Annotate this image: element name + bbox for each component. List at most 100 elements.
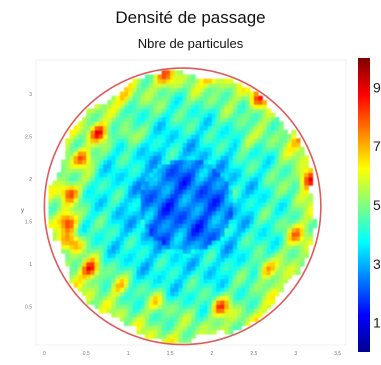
heatmap-cell [165,270,171,275]
heatmap-cell [157,129,163,135]
heatmap-cell [182,189,188,195]
heatmap-cell [103,129,108,135]
heatmap-cell [161,270,167,275]
heatmap-cell [128,227,133,233]
heatmap-cell [245,219,251,224]
heatmap-cell [195,227,200,233]
heatmap-cell [237,210,242,216]
heatmap-cell [274,227,280,233]
heatmap-cell [245,223,251,229]
heatmap-cell [220,291,226,297]
heatmap-cell [203,240,209,246]
heatmap-cell [103,253,108,258]
heatmap-cell [107,248,113,254]
heatmap-cell [178,287,184,292]
heatmap-cell [211,82,217,88]
heatmap-cell [299,176,305,182]
heatmap-cell [228,236,234,241]
heatmap-cell [144,270,150,275]
heatmap-cell [228,231,234,237]
heatmap-cell [132,265,138,271]
heatmap-cell [144,202,150,207]
heatmap-cell [69,142,75,148]
heatmap-cell [153,210,159,216]
heatmap-cell [111,278,117,284]
heatmap-cell [136,91,142,97]
heatmap-cell [73,125,79,131]
heatmap-cell [111,282,117,288]
heatmap-cell [136,236,142,241]
heatmap-cell [278,227,284,233]
heatmap-cell [52,223,58,229]
heatmap-cell [237,227,242,233]
heatmap-cell [157,312,163,318]
heatmap-cell [136,176,142,182]
heatmap-cell [174,231,180,237]
heatmap-cell [195,99,200,105]
heatmap-cell [144,223,150,229]
heatmap-cell [253,176,259,182]
heatmap-cell [90,219,96,224]
heatmap-cell [123,265,129,271]
heatmap-cell [216,236,221,241]
heatmap-cell [86,219,92,224]
heatmap-cell [299,248,305,254]
heatmap-cell [199,163,205,169]
heatmap-cell [241,308,247,314]
heatmap-cell [165,338,171,344]
heatmap-cell [287,274,293,280]
heatmap-cell [86,176,92,182]
heatmap-cell [144,74,150,80]
heatmap-cell [253,316,259,322]
heatmap-cell [249,155,255,161]
heatmap-cell [161,117,167,122]
heatmap-cell [69,134,75,139]
heatmap-cell [119,253,125,258]
heatmap-cell [140,159,146,165]
heatmap-cell [278,274,284,280]
heatmap-cell [287,227,293,233]
heatmap-cell [140,151,146,156]
heatmap-cell [178,223,184,229]
heatmap-cell [241,134,247,139]
heatmap-cell [258,206,263,212]
heatmap-cell [228,219,234,224]
heatmap-cell [195,91,200,97]
heatmap-cell [153,82,159,88]
heatmap-cell [136,172,142,178]
heatmap-cell [186,155,192,161]
heatmap-cell [170,308,175,314]
heatmap-cell [123,223,129,229]
heatmap-cell [178,308,184,314]
heatmap-cell [103,210,108,216]
heatmap-cell [161,189,167,195]
heatmap-cell [149,159,154,165]
heatmap-cell [195,159,200,165]
heatmap-cell [61,168,66,173]
heatmap-cell [61,240,66,246]
heatmap-cell [174,180,180,186]
heatmap-cell [73,197,79,203]
heatmap-cell [258,180,263,186]
heatmap-cell [128,146,133,152]
heatmap-cell [73,274,79,280]
heatmap-cell [278,176,284,182]
heatmap-cell [237,121,242,127]
heatmap-cell [207,99,213,105]
heatmap-cell [115,295,121,301]
heatmap-cell [278,244,284,250]
heatmap-cell [82,210,87,216]
heatmap-cell [232,176,238,182]
heatmap-cell [144,185,150,190]
heatmap-cell [128,248,133,254]
heatmap-cell [207,278,213,284]
heatmap-cell [186,112,192,118]
heatmap-cell [149,138,154,144]
heatmap-cell [56,176,62,182]
heatmap-cell [174,248,180,254]
heatmap-cell [237,308,242,314]
heatmap-cell [119,265,125,271]
heatmap-cell [140,291,146,297]
heatmap-cell [123,270,129,275]
heatmap-cell [220,104,226,110]
